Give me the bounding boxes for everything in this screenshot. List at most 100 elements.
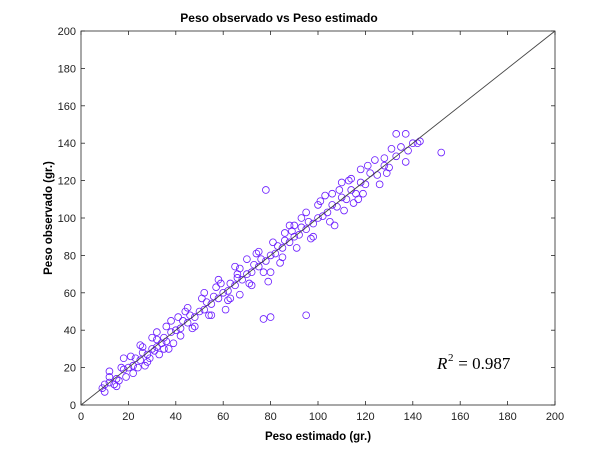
data-point bbox=[264, 277, 273, 286]
data-point bbox=[105, 373, 114, 381]
data-point bbox=[347, 174, 355, 183]
data-point bbox=[266, 313, 275, 321]
data-point bbox=[100, 388, 109, 396]
data-point bbox=[134, 363, 142, 372]
data-point bbox=[292, 244, 301, 252]
y-tick-label: 0 bbox=[70, 400, 76, 412]
identity-reference-line bbox=[80, 30, 556, 406]
x-tick-label: 60 bbox=[217, 411, 229, 423]
data-point bbox=[112, 382, 121, 391]
data-point bbox=[176, 324, 185, 333]
annotation-exponent: 2 bbox=[448, 352, 454, 364]
data-point bbox=[278, 244, 287, 252]
x-tick-label: 180 bbox=[498, 411, 516, 423]
x-tick-label: 80 bbox=[264, 411, 276, 423]
annotation-value: = 0.987 bbox=[454, 354, 511, 373]
data-point bbox=[337, 193, 346, 202]
y-tick-label: 60 bbox=[64, 288, 76, 300]
data-point bbox=[98, 384, 107, 392]
data-point bbox=[126, 352, 135, 361]
data-point bbox=[371, 156, 379, 164]
data-point bbox=[167, 328, 175, 336]
data-point bbox=[354, 195, 363, 204]
data-point bbox=[380, 161, 389, 170]
data-point bbox=[349, 199, 358, 207]
data-point bbox=[408, 139, 417, 148]
data-point bbox=[136, 356, 145, 364]
data-point bbox=[243, 255, 251, 263]
data-point bbox=[247, 281, 256, 290]
data-point bbox=[138, 343, 147, 351]
x-tick-label: 40 bbox=[170, 411, 182, 423]
data-point bbox=[122, 373, 130, 381]
data-point bbox=[157, 339, 166, 348]
data-point bbox=[285, 238, 294, 247]
data-point bbox=[316, 197, 325, 205]
data-point bbox=[153, 343, 161, 351]
y-tick-label: 40 bbox=[64, 325, 76, 337]
data-point bbox=[100, 380, 109, 389]
data-point bbox=[224, 296, 232, 305]
y-tick-label: 140 bbox=[58, 138, 76, 150]
x-tick-label: 100 bbox=[309, 411, 327, 423]
data-point bbox=[243, 270, 251, 278]
data-point bbox=[254, 247, 263, 256]
x-tick-label: 160 bbox=[451, 411, 469, 423]
data-point bbox=[259, 268, 268, 277]
data-point bbox=[259, 315, 268, 323]
data-point bbox=[148, 333, 156, 342]
data-point bbox=[224, 287, 232, 295]
data-point bbox=[380, 154, 389, 162]
data-point bbox=[212, 283, 220, 291]
data-point bbox=[190, 322, 199, 331]
data-point bbox=[266, 251, 275, 260]
y-tick-label: 120 bbox=[58, 176, 76, 188]
data-point bbox=[141, 361, 149, 370]
y-tick-label: 160 bbox=[58, 101, 76, 113]
data-point bbox=[214, 275, 223, 284]
data-point bbox=[347, 186, 355, 194]
data-point bbox=[129, 361, 137, 370]
data-point bbox=[314, 214, 322, 222]
data-point bbox=[167, 317, 175, 325]
data-point bbox=[375, 180, 384, 189]
data-point bbox=[356, 178, 365, 187]
data-point bbox=[281, 229, 289, 237]
data-point bbox=[214, 294, 223, 303]
data-point bbox=[318, 212, 327, 220]
data-point bbox=[183, 303, 192, 312]
data-point bbox=[309, 232, 318, 241]
data-point bbox=[330, 221, 339, 230]
y-axis-label: Peso observado (gr.) bbox=[43, 161, 55, 275]
data-point bbox=[195, 307, 204, 316]
data-point bbox=[245, 279, 254, 288]
data-point bbox=[169, 339, 178, 348]
data-point bbox=[200, 305, 209, 314]
data-point bbox=[397, 143, 405, 151]
x-axis-label: Peso estimado (gr.) bbox=[265, 431, 371, 443]
data-point bbox=[345, 176, 353, 185]
data-point bbox=[145, 354, 154, 363]
annotation-symbol: R bbox=[436, 354, 448, 373]
data-point bbox=[105, 367, 114, 376]
data-point bbox=[401, 158, 410, 166]
data-point bbox=[302, 208, 310, 217]
data-point bbox=[288, 227, 296, 235]
data-point bbox=[143, 350, 152, 359]
x-tick-label: 20 bbox=[122, 411, 134, 423]
data-point bbox=[387, 145, 396, 153]
data-point bbox=[392, 130, 401, 138]
chart-title: Peso observado vs Peso estimado bbox=[180, 11, 377, 25]
data-point bbox=[217, 279, 225, 288]
y-tick-label: 80 bbox=[64, 250, 76, 262]
data-point bbox=[356, 165, 365, 174]
data-point bbox=[302, 311, 310, 320]
data-point bbox=[143, 358, 152, 366]
data-point bbox=[153, 328, 161, 336]
data-point bbox=[226, 294, 235, 303]
data-point bbox=[205, 311, 213, 320]
data-point bbox=[297, 214, 306, 222]
data-point bbox=[382, 169, 391, 177]
y-tick-label: 180 bbox=[58, 63, 76, 75]
data-point bbox=[231, 281, 239, 290]
